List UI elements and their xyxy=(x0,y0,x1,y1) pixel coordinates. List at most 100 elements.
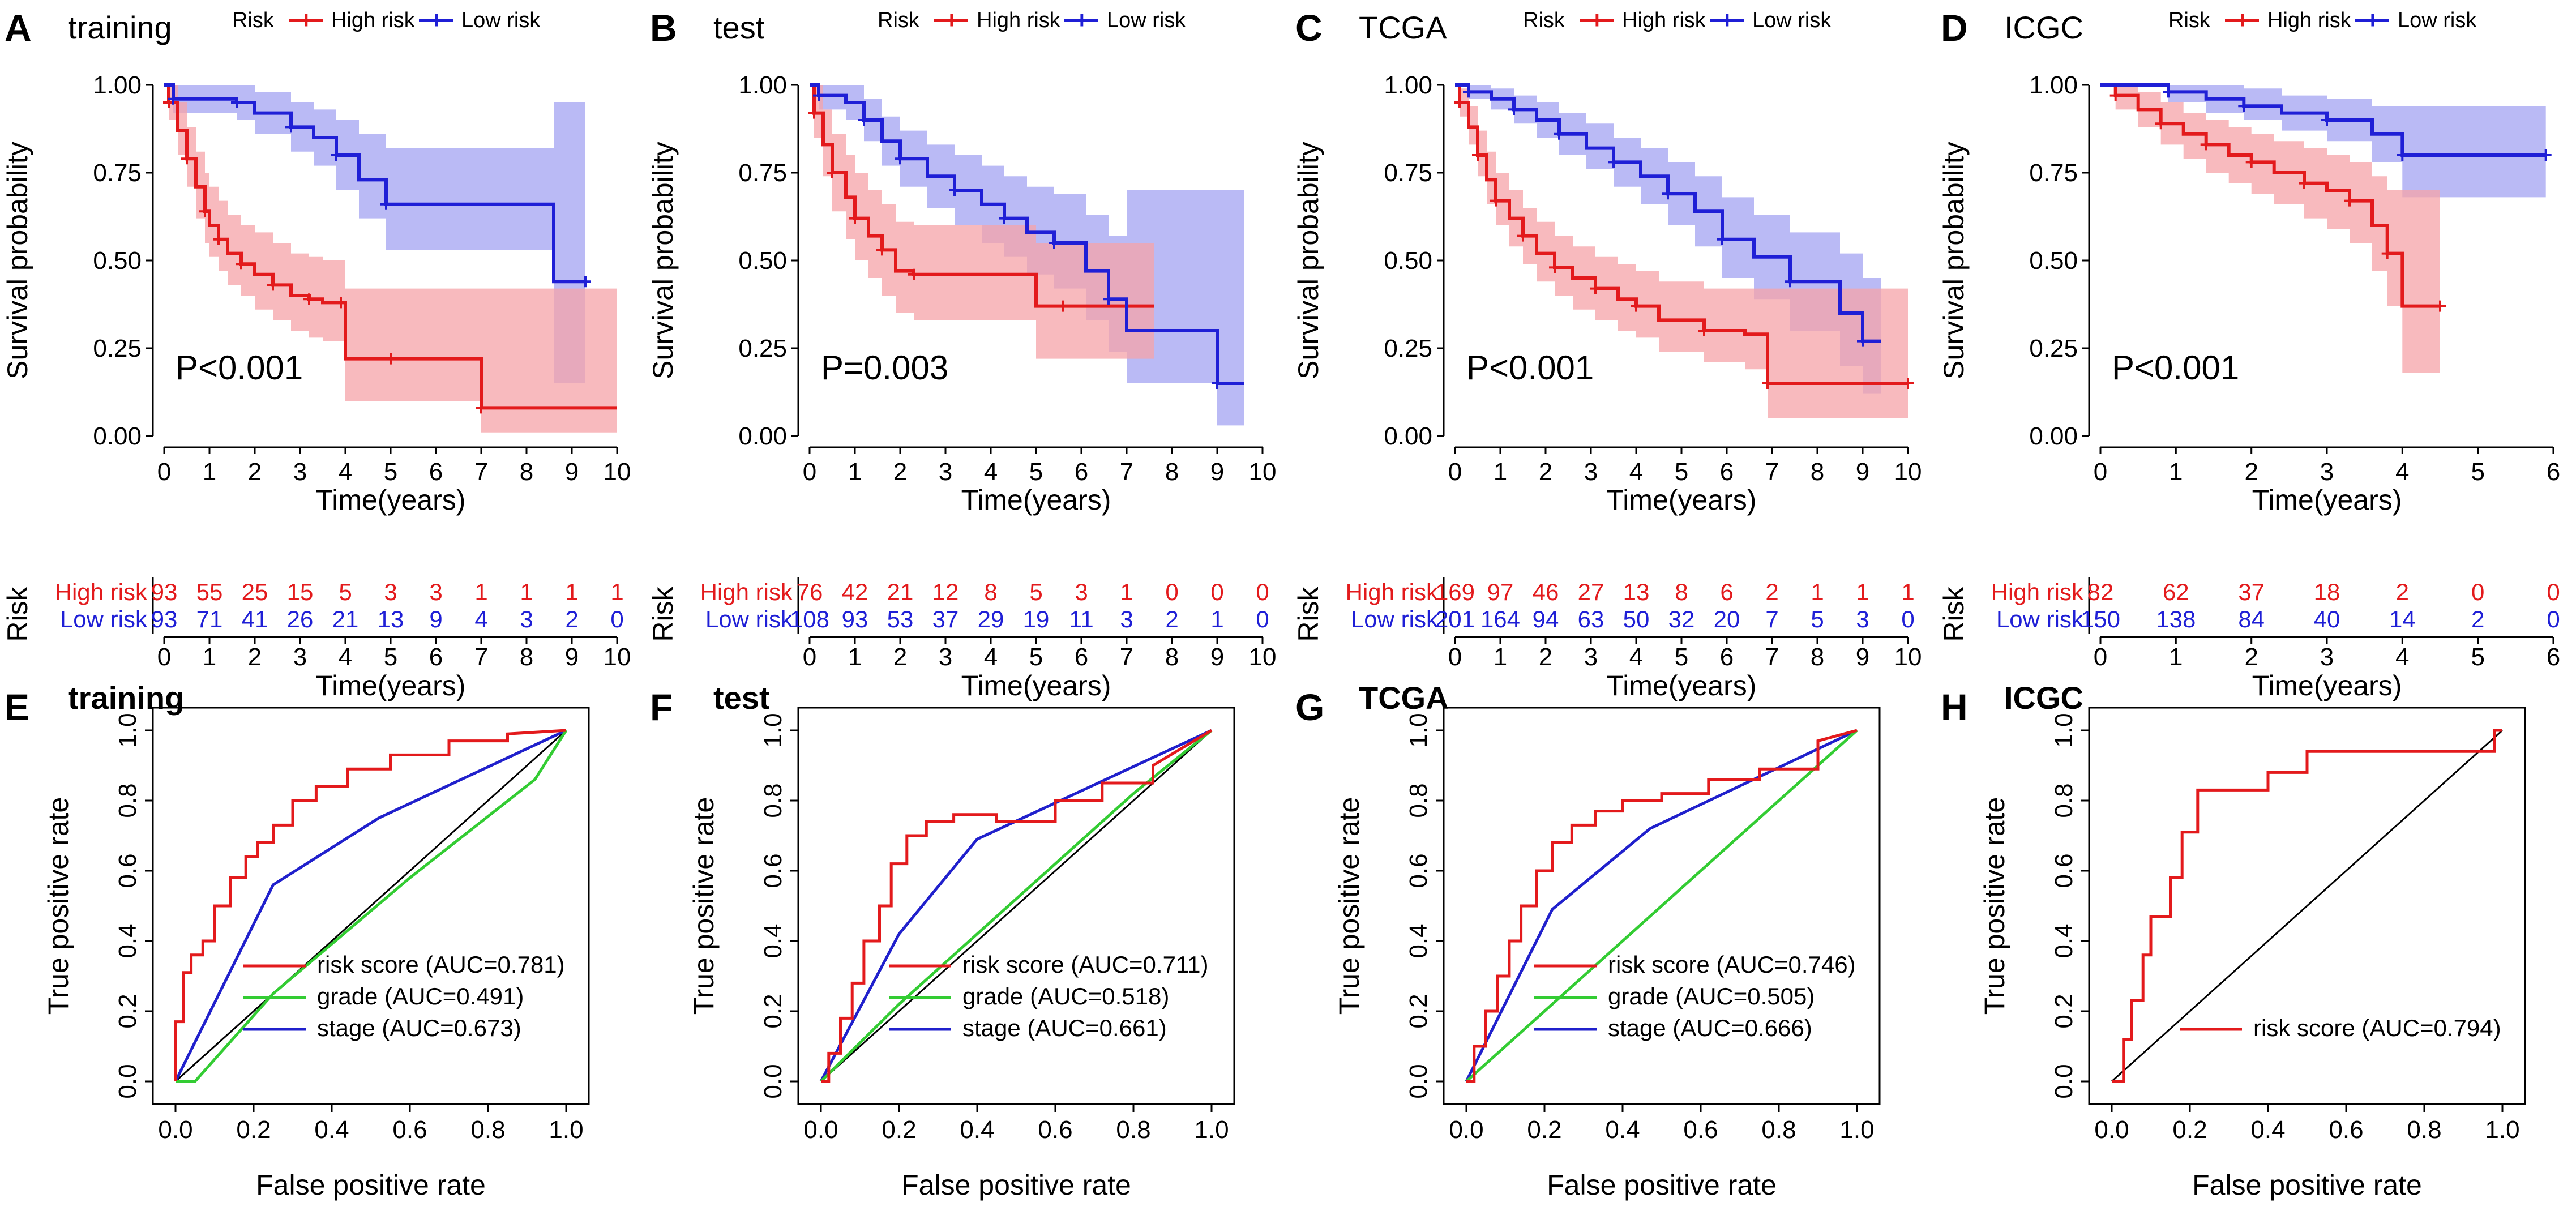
plot-frame xyxy=(152,707,590,1105)
risk-count-low: 0 xyxy=(1256,606,1269,632)
y-tick-label: 0.6 xyxy=(759,853,787,888)
x-tick-label: 0.2 xyxy=(2172,1116,2207,1144)
panel-d: D ICGC Risk + High risk + Low risk 0.00 0.25 0.50… xyxy=(1938,6,2560,701)
x-tick-label: 0.6 xyxy=(1683,1116,1718,1144)
risk-count-low: 2 xyxy=(565,606,578,632)
risk-count-high: 1 xyxy=(1856,579,1869,605)
risk-count-high: 8 xyxy=(1675,579,1688,605)
risk-count-high: 1 xyxy=(520,579,533,605)
high-risk-censor-mark xyxy=(2109,89,2121,101)
y-tick-label: 0.0 xyxy=(2050,1064,2078,1098)
risk-table-group-high: High risk xyxy=(55,579,148,605)
x-axis-label: False positive rate xyxy=(2192,1169,2422,1201)
risk-table-x-tick-label: 4 xyxy=(984,643,998,671)
high-risk-ci-band xyxy=(2100,85,2440,373)
x-tick-label: 0.0 xyxy=(2094,1116,2129,1144)
risk-count-high: 0 xyxy=(2471,579,2484,605)
risk-table-x-tick-label: 9 xyxy=(1210,643,1224,671)
x-tick-label: 5 xyxy=(1675,458,1688,486)
y-axis-label: True positive rate xyxy=(1333,797,1365,1015)
legend-label-stage: stage (AUC=0.666) xyxy=(1608,1015,1812,1041)
x-tick-label: 0.4 xyxy=(2250,1116,2285,1144)
high-risk-censor-mark xyxy=(1490,195,1501,207)
risk-count-high: 1 xyxy=(610,579,623,605)
risk-table-x-tick-label: 2 xyxy=(1539,643,1552,671)
y-tick-label: 0.00 xyxy=(738,422,787,450)
x-tick-label: 0 xyxy=(1448,458,1462,486)
high-risk-censor-mark xyxy=(876,244,888,256)
roc-curve-risk-score xyxy=(821,729,1213,1083)
risk-table-x-tick-label: 2 xyxy=(893,643,907,671)
risk-count-low: 50 xyxy=(1623,606,1650,632)
y-tick-label: 0.25 xyxy=(738,335,787,362)
x-tick-label: 0.4 xyxy=(960,1116,994,1144)
risk-count-low: 4 xyxy=(474,606,487,632)
risk-count-high: 3 xyxy=(429,579,442,605)
high-risk-censor-mark xyxy=(849,212,861,224)
legend-label-risk-score: risk score (AUC=0.781) xyxy=(317,951,565,978)
risk-count-low: 53 xyxy=(887,606,914,632)
low-risk-censor-mark xyxy=(1717,233,1728,245)
risk-count-high: 8 xyxy=(984,579,997,605)
legend-low-risk-label: Low risk xyxy=(461,8,541,32)
risk-table-label: Risk xyxy=(1938,586,1970,641)
legend-title: Risk xyxy=(2168,8,2211,32)
x-tick-label: 0.0 xyxy=(1449,1116,1483,1144)
risk-table-x-tick-label: 1 xyxy=(203,643,216,671)
high-risk-censor-mark xyxy=(199,206,211,217)
x-tick-label: 0.8 xyxy=(1116,1116,1150,1144)
risk-table-x-tick-label: 1 xyxy=(2169,643,2183,671)
risk-count-low: 108 xyxy=(790,606,829,632)
high-risk-censor-mark xyxy=(808,107,820,119)
y-tick-label: 0.50 xyxy=(1384,247,1432,275)
risk-table-x-tick-label: 9 xyxy=(565,643,579,671)
risk-count-high: 12 xyxy=(932,579,959,605)
x-tick-label: 1 xyxy=(2169,458,2183,486)
panel-letter: B xyxy=(650,7,677,49)
risk-table-x-tick-label: 0 xyxy=(1448,643,1462,671)
y-tick-label: 0.25 xyxy=(1384,335,1432,362)
risk-count-high: 25 xyxy=(242,579,268,605)
x-tick-label: 0.0 xyxy=(803,1116,838,1144)
risk-count-low: 20 xyxy=(1714,606,1740,632)
y-tick-label: 0.2 xyxy=(759,994,787,1028)
risk-table-x-tick-label: 2 xyxy=(2244,643,2258,671)
y-axis-label: True positive rate xyxy=(1979,797,2010,1015)
panel-letter: H xyxy=(1941,686,1968,728)
x-tick-label: 0 xyxy=(803,458,816,486)
risk-table-group-high: High risk xyxy=(1346,579,1439,605)
risk-table-x-tick-label: 6 xyxy=(2547,643,2560,671)
y-tick-label: 0.6 xyxy=(114,853,142,888)
risk-table-x-axis-label: Time(years) xyxy=(2252,670,2402,701)
legend-label-stage: stage (AUC=0.661) xyxy=(962,1015,1167,1041)
y-tick-label: 1.00 xyxy=(2029,71,2078,99)
x-tick-label: 5 xyxy=(1029,458,1043,486)
y-tick-label: 1.0 xyxy=(1405,713,1432,747)
risk-table-label: Risk xyxy=(647,586,679,641)
y-axis-label: True positive rate xyxy=(688,797,720,1015)
roc-curve-grade xyxy=(1465,729,1858,1083)
low-risk-censor-mark xyxy=(949,185,960,196)
risk-table-x-tick-label: 4 xyxy=(1629,643,1643,671)
y-axis-label: Survival probability xyxy=(1293,142,1324,379)
low-risk-censor-mark xyxy=(231,97,242,108)
low-risk-censor-mark xyxy=(2321,114,2333,126)
risk-count-low: 71 xyxy=(196,606,223,632)
risk-count-low: 3 xyxy=(1120,606,1133,632)
low-risk-censor-mark xyxy=(858,114,870,126)
y-tick-label: 0.0 xyxy=(759,1064,787,1098)
y-tick-label: 0.75 xyxy=(93,159,142,187)
high-risk-censor-mark xyxy=(2245,156,2257,168)
risk-table-x-tick-label: 6 xyxy=(429,643,443,671)
risk-count-low: 3 xyxy=(1856,606,1869,632)
x-tick-label: 4 xyxy=(1629,458,1643,486)
risk-table-x-tick-label: 9 xyxy=(1856,643,1869,671)
legend-label-risk-score: risk score (AUC=0.711) xyxy=(962,951,1209,978)
risk-count-high: 21 xyxy=(887,579,914,605)
risk-count-low: 150 xyxy=(2081,606,2120,632)
plot-frame xyxy=(1443,707,1881,1105)
x-tick-label: 3 xyxy=(293,458,307,486)
risk-table-x-tick-label: 10 xyxy=(1894,643,1922,671)
legend-title: Risk xyxy=(1523,8,1565,32)
